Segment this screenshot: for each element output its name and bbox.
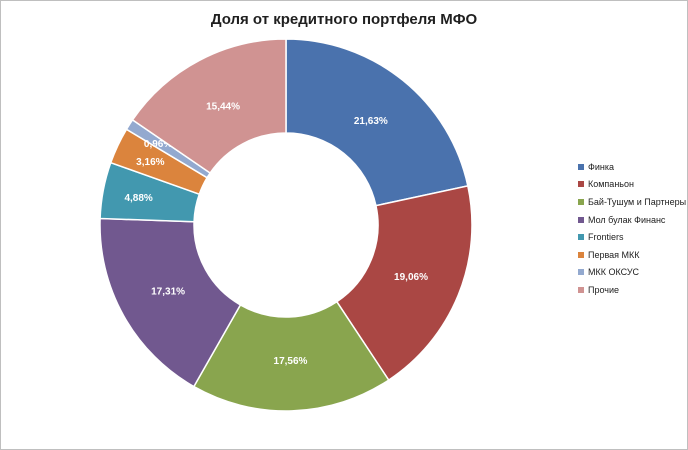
- data-label-mol-bulak: 17,31%: [151, 287, 185, 298]
- legend-label: Мол булак Финанс: [588, 214, 666, 225]
- chart-title: Доля от кредитного портфеля МФО: [210, 11, 478, 28]
- chart-legend: Финка Компаньон Бай-Тушум и Партнеры Мол бу…: [578, 158, 686, 299]
- data-label-prochie: 15,44%: [206, 102, 240, 113]
- legend-swatch: [578, 216, 584, 223]
- legend-label: Первая МКК: [588, 249, 640, 260]
- slice-prochie: [131, 38, 287, 175]
- legend-label: Финка: [588, 161, 614, 172]
- legend-swatch: [578, 198, 584, 205]
- legend-label: Прочие: [588, 284, 620, 295]
- legend-item-mol-bulak: Мол булак Финанс: [578, 211, 686, 229]
- legend-item-finka: Финка: [578, 158, 686, 176]
- data-label-finka: 21,63%: [354, 116, 388, 127]
- legend-swatch: [578, 181, 584, 188]
- data-label-pervaya-mkk: 3,16%: [136, 157, 164, 168]
- legend-swatch: [578, 163, 584, 170]
- legend-item-mkk-oksus: МКК ОКСУС: [578, 264, 686, 282]
- legend-label: Бай-Тушум и Партнеры: [588, 196, 687, 207]
- legend-label: МКК ОКСУС: [588, 267, 640, 278]
- slice-bai-tushum: [192, 300, 390, 412]
- legend-item-kompanon: Компаньон: [578, 176, 686, 194]
- slice-kompanon: [335, 185, 473, 382]
- legend-item-frontiers: Frontiers: [578, 228, 686, 246]
- legend-swatch: [578, 269, 584, 276]
- slice-mol-bulak: [99, 217, 242, 388]
- legend-item-bai-tushum: Бай-Тушум и Партнеры: [578, 193, 686, 211]
- legend-label: Frontiers: [588, 232, 624, 243]
- slice-finka: [285, 38, 469, 207]
- legend-swatch: [578, 286, 584, 293]
- data-label-kompanon: 19,06%: [394, 272, 428, 283]
- data-label-mkk-oksus: 0,96%: [144, 139, 172, 150]
- legend-item-prochie: Прочие: [578, 281, 686, 299]
- legend-swatch: [578, 234, 584, 241]
- legend-label: Компаньон: [588, 179, 634, 190]
- data-label-frontiers: 4,88%: [124, 193, 152, 204]
- data-label-bai-tushum: 17,56%: [274, 356, 308, 367]
- legend-item-pervaya-mkk: Первая МКК: [578, 246, 686, 264]
- legend-swatch: [578, 251, 584, 258]
